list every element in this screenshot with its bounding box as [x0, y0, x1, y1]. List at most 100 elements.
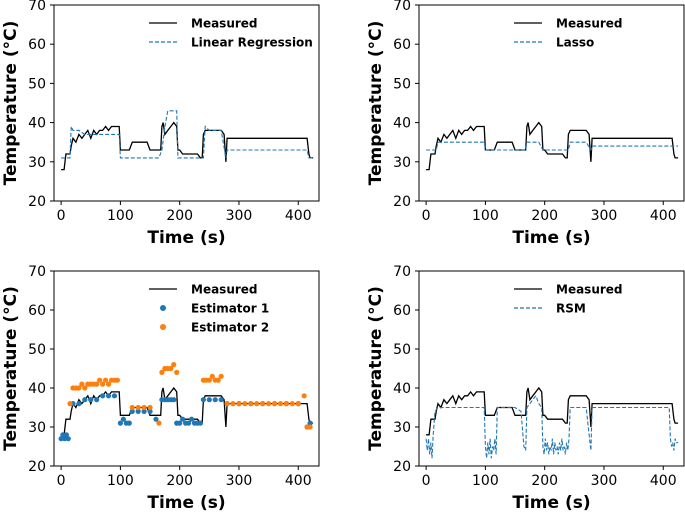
x-axis-label: Time (s) — [147, 228, 225, 248]
y-tick-label: 20 — [28, 459, 46, 475]
x-tick-label: 100 — [107, 473, 134, 489]
data-point — [117, 420, 123, 426]
y-tick-label: 40 — [28, 381, 46, 397]
legend: Measured Lasso — [514, 17, 623, 50]
data-point — [218, 397, 224, 403]
legend-label-linear-regression: Linear Regression — [191, 36, 313, 50]
series-line-measured — [61, 386, 314, 436]
x-tick-label: 100 — [472, 208, 499, 224]
y-tick-label: 30 — [393, 420, 411, 436]
data-point — [206, 377, 212, 383]
data-point — [63, 432, 70, 438]
y-tick-label: 60 — [28, 37, 46, 53]
x-tick-label: 0 — [57, 208, 66, 224]
data-point — [147, 404, 153, 411]
y-axis-label: Temperature (°C) — [366, 286, 386, 451]
x-tick-label: 400 — [285, 473, 312, 489]
axes-frame — [418, 270, 685, 467]
data-point — [60, 432, 66, 438]
y-tick-label: 60 — [393, 37, 411, 53]
data-point — [174, 369, 180, 375]
data-point — [159, 369, 165, 375]
data-point — [153, 416, 159, 422]
data-point — [171, 397, 177, 403]
data-point — [283, 401, 289, 407]
data-point — [307, 424, 313, 430]
x-tick-label: 400 — [285, 208, 312, 224]
data-point — [79, 381, 85, 387]
x-axis-label: Time (s) — [512, 493, 590, 513]
y-tick-label: 50 — [393, 342, 411, 358]
y-tick-label: 60 — [28, 303, 46, 319]
y-tick-label: 50 — [28, 342, 46, 358]
data-point — [67, 401, 73, 407]
chart-panel-1: 0 100 200 300 400 20 30 40 50 60 70 Time (s) Tempera… — [1, 0, 320, 248]
data-point — [301, 393, 307, 399]
data-point — [236, 401, 242, 407]
data-point — [129, 408, 135, 414]
data-point — [289, 401, 295, 407]
data-point — [260, 401, 266, 407]
y-tick-label: 40 — [393, 116, 411, 132]
legend: Measured Linear Regression — [149, 17, 313, 50]
data-point — [120, 416, 126, 422]
x-tick-label: 200 — [166, 208, 193, 224]
series-line-rsm — [425, 394, 679, 459]
y-tick-label: 70 — [28, 264, 46, 280]
x-axis-label: Time (s) — [147, 493, 225, 513]
data-point — [97, 377, 103, 383]
data-point — [105, 381, 112, 387]
data-point — [266, 401, 272, 407]
y-tick-label: 30 — [393, 155, 411, 171]
data-point — [156, 420, 162, 426]
y-tick-label: 70 — [28, 0, 46, 14]
series-line-measured — [61, 121, 314, 171]
data-point — [129, 404, 135, 411]
legend-label-measured: Measured — [191, 283, 258, 297]
data-point — [307, 420, 313, 426]
data-point — [206, 397, 212, 403]
legend-label-measured: Measured — [556, 283, 623, 297]
data-point — [114, 377, 121, 383]
y-tick-label: 40 — [28, 116, 46, 132]
data-point — [100, 393, 106, 399]
series-estimator-2 — [67, 362, 313, 430]
data-point — [212, 397, 218, 403]
data-point — [230, 401, 236, 407]
data-point — [168, 365, 174, 372]
y-tick-label: 20 — [393, 194, 411, 210]
data-point — [135, 404, 141, 411]
legend-marker-estimator-1 — [160, 305, 166, 311]
y-tick-label: 60 — [393, 303, 411, 319]
legend-label-rsm: RSM — [556, 302, 586, 316]
legend-label-estimator-2: Estimator 2 — [191, 321, 269, 335]
series-line-measured — [426, 386, 679, 436]
data-point — [65, 436, 71, 442]
data-point — [185, 420, 192, 426]
data-point — [209, 373, 215, 379]
y-tick-label: 20 — [393, 459, 411, 475]
data-point — [76, 401, 82, 407]
series-line-linear-regression — [61, 110, 314, 159]
x-tick-label: 400 — [650, 473, 677, 489]
y-axis-label: Temperature (°C) — [1, 21, 21, 186]
data-point — [147, 408, 153, 414]
data-point — [58, 436, 64, 442]
data-point — [242, 401, 248, 407]
data-point — [254, 401, 260, 407]
series-estimator-1 — [58, 393, 313, 442]
data-point — [215, 377, 221, 383]
data-point — [111, 393, 118, 399]
data-point — [100, 381, 106, 387]
data-point — [94, 397, 100, 403]
axes-frame — [53, 270, 320, 467]
y-axis-label: Temperature (°C) — [366, 21, 386, 186]
chart-panel-4: 0 100 200 300 400 20 30 40 50 60 70 Time (s) Tempera… — [366, 264, 685, 513]
y-tick-label: 30 — [28, 155, 46, 171]
y-tick-label: 50 — [28, 76, 46, 92]
x-tick-label: 200 — [531, 473, 558, 489]
data-point — [88, 397, 94, 403]
data-point — [218, 373, 224, 379]
legend-marker-estimator-2 — [160, 324, 166, 330]
